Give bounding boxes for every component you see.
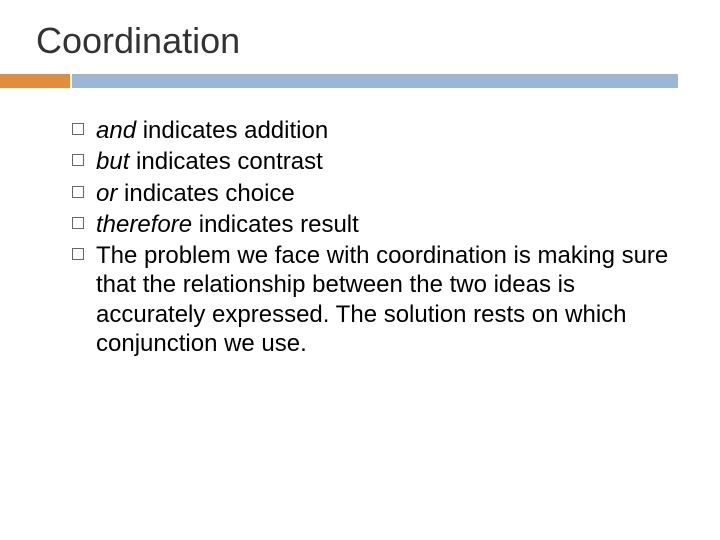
bullet-keyword: therefore <box>96 211 192 238</box>
ruler-accent <box>0 74 70 88</box>
bullet-keyword: but <box>96 148 129 175</box>
square-bullet-icon <box>72 123 84 135</box>
bullet-text: indicates addition <box>136 117 328 144</box>
bullet-keyword: and <box>96 117 136 144</box>
title-ruler <box>0 74 720 88</box>
slide-title: Coordination <box>36 20 678 62</box>
square-bullet-icon <box>72 248 84 260</box>
list-item: therefore indicates result <box>72 210 678 239</box>
square-bullet-icon <box>72 154 84 166</box>
square-bullet-icon <box>72 217 84 229</box>
list-item: but indicates contrast <box>72 147 678 176</box>
bullet-text: indicates contrast <box>129 148 322 175</box>
bullet-list: and indicates addition but indicates con… <box>42 116 678 358</box>
bullet-keyword: or <box>96 180 117 207</box>
square-bullet-icon <box>72 186 84 198</box>
slide: Coordination and indicates addition but … <box>0 0 720 540</box>
bullet-text: indicates result <box>192 211 359 238</box>
ruler-bar <box>72 74 678 88</box>
bullet-text: The problem we face with coordination is… <box>96 242 668 357</box>
list-item: and indicates addition <box>72 116 678 145</box>
bullet-text: indicates choice <box>117 180 294 207</box>
list-item: or indicates choice <box>72 179 678 208</box>
list-item: The problem we face with coordination is… <box>72 241 678 358</box>
